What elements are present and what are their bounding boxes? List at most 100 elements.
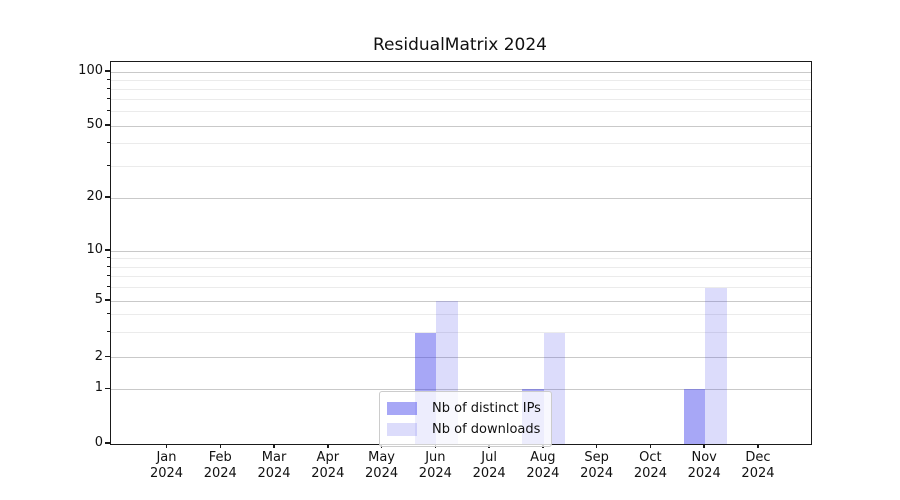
legend-swatch xyxy=(387,423,417,436)
gridline-minor xyxy=(111,258,811,260)
x-tick-mark xyxy=(327,444,329,448)
x-tick-month: Sep xyxy=(584,450,609,465)
gridline-minor xyxy=(111,332,811,334)
bar-downloads xyxy=(705,287,727,444)
gridline-minor xyxy=(111,99,811,101)
y-axis-tick-label: 20 xyxy=(86,189,103,204)
y-tick-mark xyxy=(105,442,110,444)
y-axis-tick-label: 1 xyxy=(94,380,103,396)
y-tick-mark xyxy=(105,355,110,358)
x-tick-year: 2024 xyxy=(580,466,614,481)
x-tick-mark xyxy=(649,444,652,448)
y-minor-tick-mark xyxy=(107,87,110,89)
x-tick-month: Oct xyxy=(639,450,662,465)
y-tick-mark xyxy=(105,249,110,251)
x-axis-tick-label: Jul 2024 xyxy=(457,450,521,482)
y-tick-mark xyxy=(105,196,110,198)
x-axis-tick-label: Mar 2024 xyxy=(242,450,306,482)
x-axis-tick-label: Nov 2024 xyxy=(672,450,736,482)
x-tick-month: May xyxy=(368,450,396,465)
y-minor-tick-mark xyxy=(107,142,110,144)
y-axis-tick-label: 5 xyxy=(94,292,103,307)
x-tick-month: Jan xyxy=(156,450,177,465)
x-axis-tick-label: Sep 2024 xyxy=(565,450,629,482)
x-tick-month: Feb xyxy=(208,450,232,465)
x-tick-mark xyxy=(757,444,759,448)
x-tick-month: Jun xyxy=(425,450,446,465)
gridline-minor xyxy=(111,111,811,113)
y-tick-mark xyxy=(105,124,110,126)
x-tick-year: 2024 xyxy=(633,466,667,481)
y-minor-tick-mark xyxy=(107,275,110,277)
chart-title: ResidualMatrix 2024 xyxy=(373,35,547,55)
gridline-major xyxy=(111,71,811,73)
x-axis-tick-label: Apr 2024 xyxy=(296,450,360,482)
x-tick-month: Nov xyxy=(691,450,717,465)
gridline-minor xyxy=(111,266,811,268)
plot-area: Nb of distinct IPs Nb of downloads xyxy=(110,61,812,447)
y-tick-mark xyxy=(105,70,110,72)
legend-row: Nb of downloads xyxy=(387,419,541,440)
gridline-minor xyxy=(111,314,811,316)
x-tick-year: 2024 xyxy=(257,466,291,481)
legend-label: Nb of distinct IPs xyxy=(432,401,541,416)
x-axis-tick-label: Oct 2024 xyxy=(618,450,682,482)
y-axis-tick-label: 10 xyxy=(86,242,103,257)
y-minor-tick-mark xyxy=(107,110,110,112)
y-axis-tick-label: 100 xyxy=(78,63,103,78)
y-minor-tick-mark xyxy=(107,313,110,315)
x-tick-month: Apr xyxy=(316,450,340,465)
x-tick-year: 2024 xyxy=(203,466,237,481)
bar-distinct-ips xyxy=(683,389,706,444)
gridline-major xyxy=(111,300,811,302)
legend-label: Nb of downloads xyxy=(432,422,541,437)
y-axis-tick-label: 50 xyxy=(86,117,103,132)
x-tick-year: 2024 xyxy=(365,466,399,481)
x-tick-mark xyxy=(595,444,598,448)
x-tick-month: Aug xyxy=(530,450,556,465)
x-tick-mark xyxy=(273,444,275,448)
x-tick-year: 2024 xyxy=(472,466,506,481)
gridline-minor xyxy=(111,88,811,90)
x-axis-tick-label: Jan 2024 xyxy=(135,450,199,482)
y-minor-tick-mark xyxy=(107,164,110,166)
x-tick-year: 2024 xyxy=(149,466,184,481)
gridline-major xyxy=(111,388,811,390)
x-tick-year: 2024 xyxy=(311,466,345,481)
legend-row: Nb of distinct IPs xyxy=(387,398,541,419)
x-axis-tick-label: Jun 2024 xyxy=(403,450,467,482)
y-tick-mark xyxy=(105,299,110,301)
y-tick-mark xyxy=(105,387,110,390)
gridline-minor xyxy=(111,276,811,278)
x-axis-tick-label: May 2024 xyxy=(350,450,414,482)
x-axis-tick-label: Feb 2024 xyxy=(188,450,252,482)
x-axis-tick-label: Aug 2024 xyxy=(511,450,575,482)
x-tick-year: 2024 xyxy=(418,466,452,481)
x-tick-year: 2024 xyxy=(741,466,775,481)
y-minor-tick-mark xyxy=(107,286,110,288)
x-tick-mark xyxy=(165,444,168,448)
gridline-major xyxy=(111,357,811,359)
y-minor-tick-mark xyxy=(107,98,110,100)
y-minor-tick-mark xyxy=(107,257,110,259)
gridline-major xyxy=(111,250,811,252)
legend: Nb of distinct IPs Nb of downloads xyxy=(379,391,552,447)
gridline-minor xyxy=(111,165,811,167)
x-tick-mark xyxy=(703,444,705,448)
y-axis-tick-label: 0 xyxy=(94,435,103,450)
y-minor-tick-mark xyxy=(107,331,110,333)
x-tick-year: 2024 xyxy=(526,466,560,481)
x-tick-month: Mar xyxy=(261,450,287,465)
gridline-major xyxy=(111,197,811,199)
legend-swatch xyxy=(387,402,417,415)
x-tick-year: 2024 xyxy=(687,466,721,481)
x-tick-month: Jul xyxy=(481,450,497,465)
gridline-minor xyxy=(111,143,811,145)
y-minor-tick-mark xyxy=(107,78,110,80)
x-axis-tick-label: Dec 2024 xyxy=(726,450,790,482)
x-tick-month: Dec xyxy=(745,450,771,465)
gridline-minor xyxy=(111,79,811,81)
gridline-major xyxy=(111,125,811,127)
y-axis-tick-label: 2 xyxy=(94,348,103,364)
